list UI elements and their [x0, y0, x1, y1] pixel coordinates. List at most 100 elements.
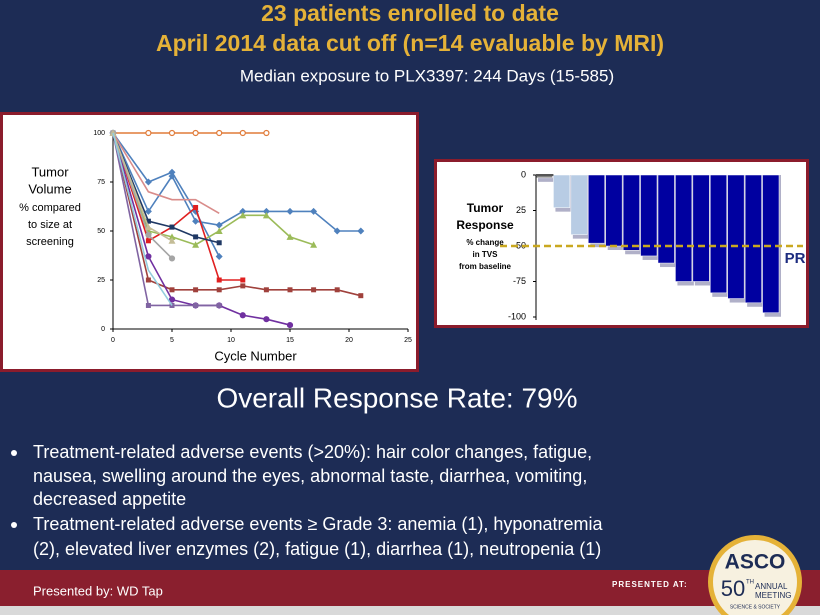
subtitle: Median exposure to PLX3397: 244 Days (15… — [240, 66, 614, 85]
marker — [287, 287, 293, 293]
marker — [216, 277, 222, 283]
x-tick-label: 25 — [404, 337, 412, 344]
marker — [216, 302, 222, 308]
marker — [169, 224, 175, 230]
marker — [145, 302, 151, 308]
bar — [570, 174, 588, 235]
y-axis-label: Tumor — [31, 164, 69, 179]
bar — [744, 174, 762, 304]
bullet-text: decreased appetite — [33, 489, 186, 509]
bullet-text: nausea, swelling around the eyes, abnorm… — [33, 466, 587, 486]
marker — [262, 211, 270, 219]
marker — [357, 227, 365, 235]
y-axis-label: % change — [466, 238, 504, 247]
marker — [168, 296, 176, 303]
y-tick-label: 0 — [101, 326, 105, 333]
y-tick-label: 100 — [93, 130, 105, 137]
marker — [239, 211, 247, 219]
bullet-text: (2), elevated liver enzymes (2), fatigue… — [33, 539, 601, 559]
marker — [145, 238, 151, 244]
marker — [311, 287, 317, 293]
chart-frame — [0, 112, 419, 372]
bar — [588, 174, 605, 244]
y-axis-label: Volume — [28, 181, 71, 196]
response-rate: Overall Response Rate: 79% — [216, 382, 577, 413]
footer-strip — [0, 606, 820, 615]
series-line — [112, 132, 173, 306]
marker — [216, 129, 223, 137]
title-line: April 2014 data cut off (n=14 evaluable … — [156, 30, 664, 56]
bar — [622, 174, 640, 251]
marker — [192, 241, 200, 248]
marker — [286, 233, 294, 240]
x-tick-label: 20 — [345, 337, 353, 344]
bullet-dot — [11, 522, 17, 528]
y-tick-label: 75 — [97, 179, 105, 186]
marker — [193, 302, 199, 308]
marker — [358, 293, 364, 299]
marker — [286, 207, 294, 215]
bar-shadow — [538, 175, 555, 182]
y-axis-label: in TVS — [473, 250, 499, 259]
marker — [239, 312, 246, 319]
marker — [168, 129, 176, 137]
marker — [144, 223, 152, 231]
x-tick-label: 15 — [286, 337, 294, 344]
presenter: Presented by: WD Tap — [33, 583, 163, 598]
marker — [216, 287, 222, 293]
marker — [169, 287, 175, 293]
x-axis-label: Cycle Number — [214, 348, 297, 363]
marker — [334, 287, 340, 293]
marker — [168, 233, 176, 240]
y-tick-label: 50 — [516, 240, 526, 250]
marker — [263, 287, 269, 293]
marker — [240, 283, 246, 289]
marker — [215, 227, 223, 234]
y-axis-label: Tumor — [467, 201, 504, 215]
marker — [193, 204, 199, 210]
bullet-dot — [11, 450, 17, 456]
marker — [145, 253, 152, 260]
marker — [239, 129, 246, 137]
y-tick-label: -100 — [508, 311, 526, 321]
marker — [168, 237, 176, 244]
bar — [710, 174, 727, 294]
y-axis-label: from baseline — [459, 262, 512, 271]
marker — [263, 316, 270, 323]
marker — [193, 287, 199, 293]
y-tick-label: 25 — [516, 205, 526, 215]
logo-suffix: TH — [746, 580, 754, 586]
marker — [192, 217, 200, 225]
y-axis-label: to size at — [28, 219, 72, 231]
marker — [192, 129, 199, 137]
marker — [216, 240, 222, 246]
footer-band — [0, 570, 820, 606]
marker — [145, 129, 152, 137]
marker — [262, 207, 270, 215]
marker — [168, 168, 176, 176]
presented-at: PRESENTED AT: — [612, 580, 688, 589]
y-axis-label: % compared — [19, 202, 81, 214]
y-axis-label: screening — [26, 236, 74, 248]
marker — [168, 255, 176, 262]
series-line — [112, 132, 220, 215]
marker — [145, 218, 151, 224]
marker — [145, 277, 151, 283]
marker — [109, 129, 117, 136]
asco-logo: ASCO 50 TH ANNUAL MEETING SCIENCE & SOCI… — [708, 535, 802, 615]
bar — [605, 174, 623, 247]
bar — [692, 174, 710, 282]
title-line: 23 patients enrolled to date — [261, 0, 559, 26]
bar — [640, 174, 658, 257]
reference-label: PR — [785, 250, 806, 267]
series-line — [112, 132, 243, 281]
x-tick-label: 0 — [111, 337, 115, 344]
bar — [553, 174, 571, 208]
bullet-text: Treatment-related adverse events ≥ Grade… — [33, 514, 603, 534]
marker — [310, 207, 318, 215]
bullet-text: Treatment-related adverse events (>20%):… — [33, 442, 592, 462]
logo-tagline: SCIENCE & SOCIETY — [730, 604, 781, 610]
marker — [215, 252, 223, 260]
y-tick-label: 25 — [97, 277, 105, 284]
